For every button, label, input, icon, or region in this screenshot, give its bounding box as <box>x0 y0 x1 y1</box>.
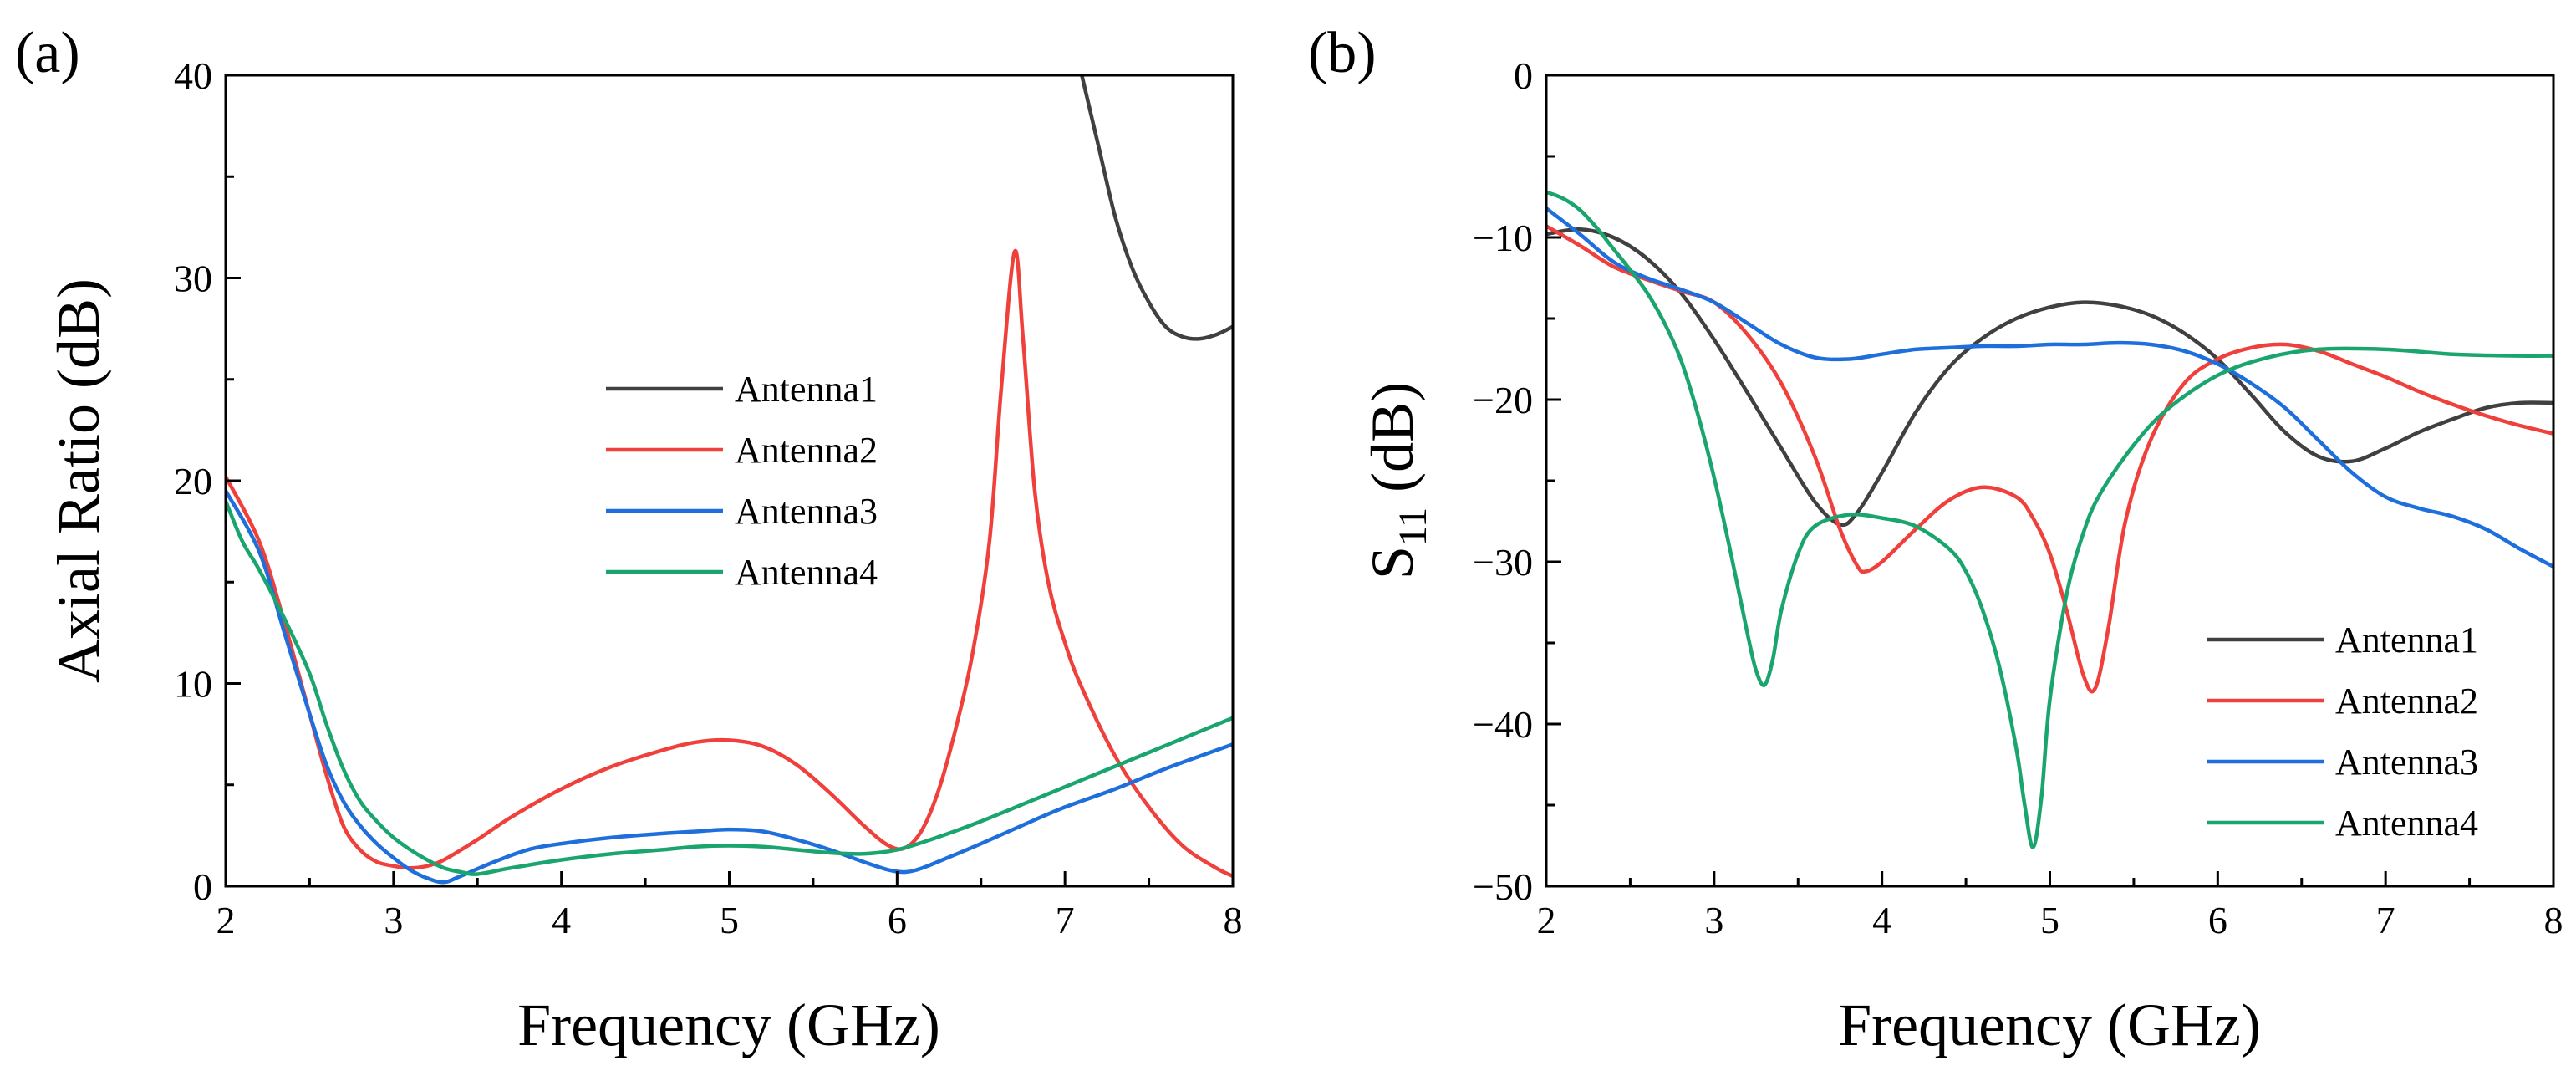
panel-a-legend: Antenna1 Antenna2 Antenna3 Antenna4 <box>606 369 878 593</box>
panel-b-series-group <box>1546 190 2553 849</box>
panel-a-x-tick-label: 7 <box>1056 899 1075 941</box>
panel-b-y-axis-title-suffix: (dB) <box>1359 382 1426 507</box>
panel-b-series-antenna4 <box>1546 190 2553 849</box>
panel-b-y-tick-label: −20 <box>1473 379 1533 421</box>
panel-b-x-tick-label: 4 <box>1872 899 1891 941</box>
panel-b-ticks: 2 3 4 5 6 7 8 0 −10 −20 −30 −40 −50 <box>1473 54 2563 941</box>
panel-b-legend: Antenna1 Antenna2 Antenna3 Antenna4 <box>2207 620 2478 844</box>
panel-b-x-tick-label: 2 <box>1537 899 1556 941</box>
panel-a-legend-label-antenna3: Antenna3 <box>735 491 878 532</box>
panel-b: (b) 2 3 4 5 6 7 8 0 −10 −20 −30 −40 −50 Frequency (G… <box>1308 21 2563 1058</box>
panel-a-series-group <box>226 75 1233 885</box>
panel-a-y-tick-label: 20 <box>174 460 212 502</box>
panel-a-x-tick-label: 2 <box>216 899 236 941</box>
panel-a-series-antenna2 <box>226 248 1233 879</box>
panel-a-x-tick-label: 3 <box>384 899 403 941</box>
panel-a-series-antenna4 <box>226 499 1233 876</box>
panel-a-legend-label-antenna2: Antenna2 <box>735 430 878 471</box>
panel-b-y-axis-title: S11 (dB) <box>1359 382 1435 579</box>
panel-a-y-tick-label: 0 <box>193 865 212 908</box>
panel-a-y-tick-label: 30 <box>174 258 212 300</box>
panel-a-legend-label-antenna4: Antenna4 <box>735 552 878 593</box>
panel-b-y-tick-label: −50 <box>1473 865 1533 908</box>
panel-a-x-tick-label: 6 <box>888 899 907 941</box>
panel-b-x-tick-label: 6 <box>2208 899 2227 941</box>
panel-b-y-tick-label: −30 <box>1473 541 1533 584</box>
panel-a-frame <box>224 74 1235 888</box>
panel-b-legend-label-antenna4: Antenna4 <box>2335 803 2478 844</box>
panel-a-x-tick-label: 8 <box>1224 899 1243 941</box>
panel-b-legend-label-antenna1: Antenna1 <box>2335 620 2478 660</box>
panel-a-series-antenna1 <box>1080 75 1233 341</box>
panel-b-y-tick-label: −40 <box>1473 703 1533 746</box>
panel-a-series-antenna3 <box>226 488 1233 885</box>
panel-b-x-tick-label: 3 <box>1704 899 1723 941</box>
panel-a-y-tick-label: 40 <box>174 54 212 97</box>
panel-b-series-antenna3 <box>1546 206 2553 569</box>
panel-b-label: (b) <box>1308 21 1377 85</box>
panel-a-y-axis-title: Axial Ratio (dB) <box>45 278 112 683</box>
panel-a-x-axis-title: Frequency (GHz) <box>517 992 940 1058</box>
panel-b-x-tick-label: 8 <box>2544 899 2563 941</box>
panel-b-x-tick-label: 5 <box>2040 899 2059 941</box>
panel-b-y-tick-label: −10 <box>1473 217 1533 259</box>
panel-a-label: (a) <box>15 21 80 85</box>
panel-b-x-tick-label: 7 <box>2376 899 2395 941</box>
panel-a-legend-label-antenna1: Antenna1 <box>735 369 878 410</box>
panel-b-y-axis-title-main: S <box>1359 546 1426 579</box>
panel-b-legend-label-antenna2: Antenna2 <box>2335 681 2478 722</box>
panel-b-legend-label-antenna3: Antenna3 <box>2335 742 2478 783</box>
panel-b-series-antenna1 <box>1546 227 2553 528</box>
panel-b-x-axis-title: Frequency (GHz) <box>1838 992 2261 1058</box>
panel-a-x-tick-label: 5 <box>720 899 739 941</box>
panel-a-ticks: 2 3 4 5 6 7 8 0 10 20 30 40 <box>174 54 1243 941</box>
panel-a-y-tick-label: 10 <box>174 663 212 706</box>
panel-b-y-axis-title-subscript: 11 <box>1391 507 1435 546</box>
panel-b-series-antenna2 <box>1546 224 2553 694</box>
panel-a: (a) 2 3 4 5 6 7 8 0 10 20 30 40 Frequency (GHz) Axi… <box>15 21 1243 1058</box>
panel-a-x-tick-label: 4 <box>552 899 571 941</box>
panel-b-y-tick-label: 0 <box>1514 54 1533 97</box>
